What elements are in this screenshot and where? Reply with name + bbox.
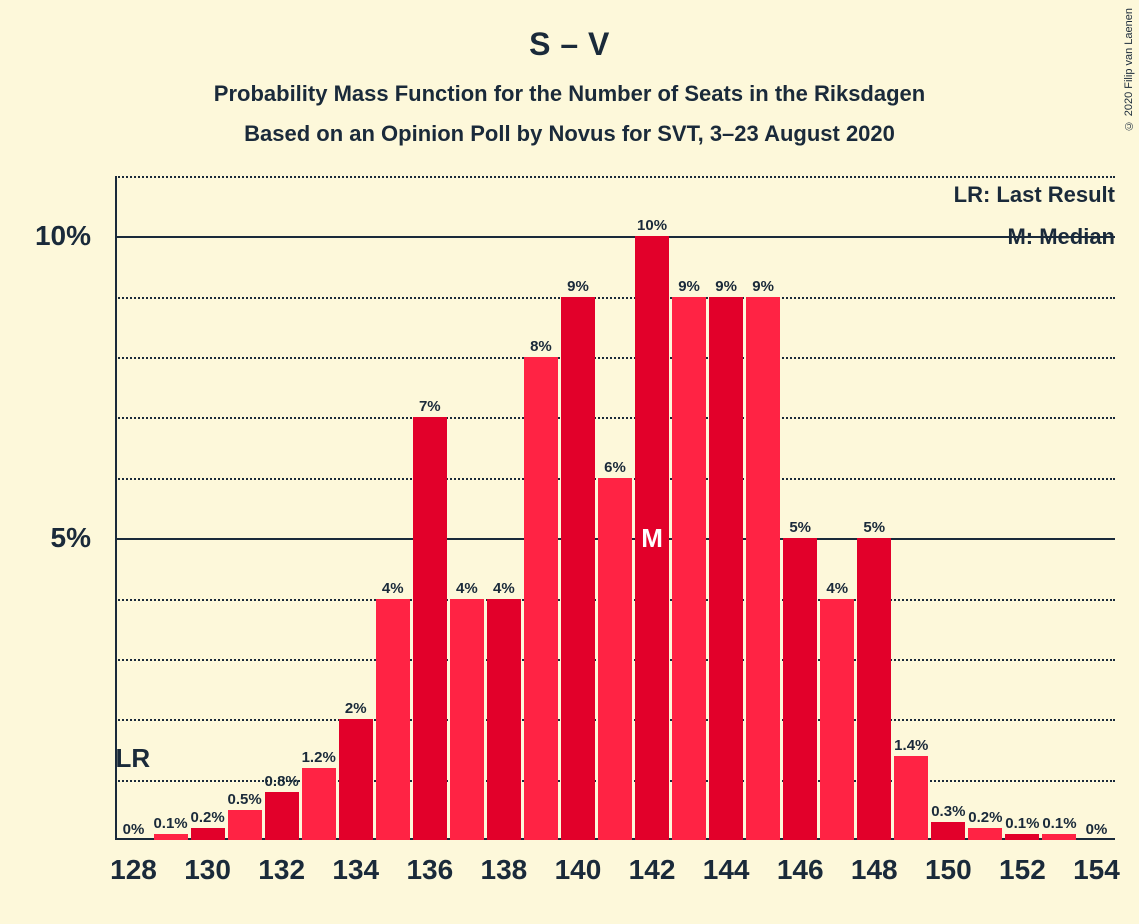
bar: 0.2%	[968, 828, 1002, 840]
bar: 0.1%	[154, 834, 188, 840]
chart-subtitle-1: Probability Mass Function for the Number…	[0, 81, 1139, 107]
legend-median: M: Median	[1007, 224, 1115, 250]
bar: 0.1%	[1042, 834, 1076, 840]
gridline-minor	[115, 357, 1115, 359]
bar: 4%	[820, 599, 854, 840]
bar-value-label: 0%	[123, 821, 145, 838]
bar: 5%	[783, 538, 817, 840]
bar-value-label: 0.8%	[265, 773, 299, 790]
bar-value-label: 9%	[567, 278, 589, 295]
bar: 8%	[524, 357, 558, 840]
bar: 0.1%	[1005, 834, 1039, 840]
gridline-minor	[115, 297, 1115, 299]
bar: 0.5%	[228, 810, 262, 840]
bar: 2%	[339, 719, 373, 840]
x-tick-label: 134	[332, 854, 379, 886]
bar: 0.2%	[191, 828, 225, 840]
chart-plot-area: 5%10%0%0.1%0.2%0.5%0.8%1.2%2%4%7%4%4%8%9…	[115, 176, 1115, 840]
x-tick-label: 142	[629, 854, 676, 886]
bar: 0.8%	[265, 792, 299, 840]
bar-value-label: 4%	[456, 580, 478, 597]
x-tick-label: 138	[481, 854, 528, 886]
x-tick-label: 128	[110, 854, 157, 886]
bar: 9%	[561, 297, 595, 840]
y-axis	[115, 176, 117, 840]
x-tick-label: 154	[1073, 854, 1120, 886]
x-tick-label: 148	[851, 854, 898, 886]
bar: 9%	[709, 297, 743, 840]
bar: 5%	[857, 538, 891, 840]
bar: 4%	[376, 599, 410, 840]
bar: 4%	[487, 599, 521, 840]
bar-value-label: 0.1%	[153, 815, 187, 832]
chart-title: S – V	[0, 0, 1139, 63]
bar: 6%	[598, 478, 632, 840]
bar-value-label: 0%	[1086, 821, 1108, 838]
gridline-minor	[115, 417, 1115, 419]
bar-value-label: 4%	[826, 580, 848, 597]
x-tick-label: 144	[703, 854, 750, 886]
x-tick-label: 152	[999, 854, 1046, 886]
bar: 0.3%	[931, 822, 965, 840]
bar-value-label: 0.5%	[228, 791, 262, 808]
x-tick-label: 132	[258, 854, 305, 886]
median-marker: M	[641, 523, 663, 554]
copyright-text: © 2020 Filip van Laenen	[1123, 8, 1135, 131]
bar: 10%M	[635, 236, 669, 840]
x-tick-label: 150	[925, 854, 972, 886]
bar-value-label: 9%	[752, 278, 774, 295]
gridline-major	[115, 236, 1115, 238]
bar-value-label: 4%	[382, 580, 404, 597]
bar-value-label: 10%	[637, 217, 667, 234]
bar-value-label: 0.2%	[190, 809, 224, 826]
legend-last-result: LR: Last Result	[954, 182, 1115, 208]
bar-value-label: 0.1%	[1042, 815, 1076, 832]
last-result-marker: LR	[116, 743, 151, 774]
y-tick-label: 10%	[35, 220, 91, 252]
x-tick-label: 140	[555, 854, 602, 886]
bar-value-label: 6%	[604, 459, 626, 476]
bar-value-label: 5%	[863, 519, 885, 536]
bar-value-label: 2%	[345, 700, 367, 717]
bar-value-label: 9%	[715, 278, 737, 295]
bar: 1.2%	[302, 768, 336, 840]
bar-value-label: 8%	[530, 338, 552, 355]
bar: 9%	[672, 297, 706, 840]
bar-value-label: 1.2%	[302, 749, 336, 766]
bar: 1.4%	[894, 756, 928, 841]
bar-value-label: 1.4%	[894, 737, 928, 754]
bar-value-label: 7%	[419, 398, 441, 415]
bar-value-label: 5%	[789, 519, 811, 536]
bar-value-label: 9%	[678, 278, 700, 295]
bar-value-label: 0.1%	[1005, 815, 1039, 832]
bar: 4%	[450, 599, 484, 840]
x-tick-label: 146	[777, 854, 824, 886]
x-tick-label: 130	[184, 854, 231, 886]
chart-subtitle-2: Based on an Opinion Poll by Novus for SV…	[0, 121, 1139, 147]
bar-value-label: 0.2%	[968, 809, 1002, 826]
gridline-minor	[115, 176, 1115, 178]
bar-value-label: 4%	[493, 580, 515, 597]
x-tick-label: 136	[406, 854, 453, 886]
y-tick-label: 5%	[51, 522, 91, 554]
bar-value-label: 0.3%	[931, 803, 965, 820]
bar: 7%	[413, 417, 447, 840]
bar: 9%	[746, 297, 780, 840]
